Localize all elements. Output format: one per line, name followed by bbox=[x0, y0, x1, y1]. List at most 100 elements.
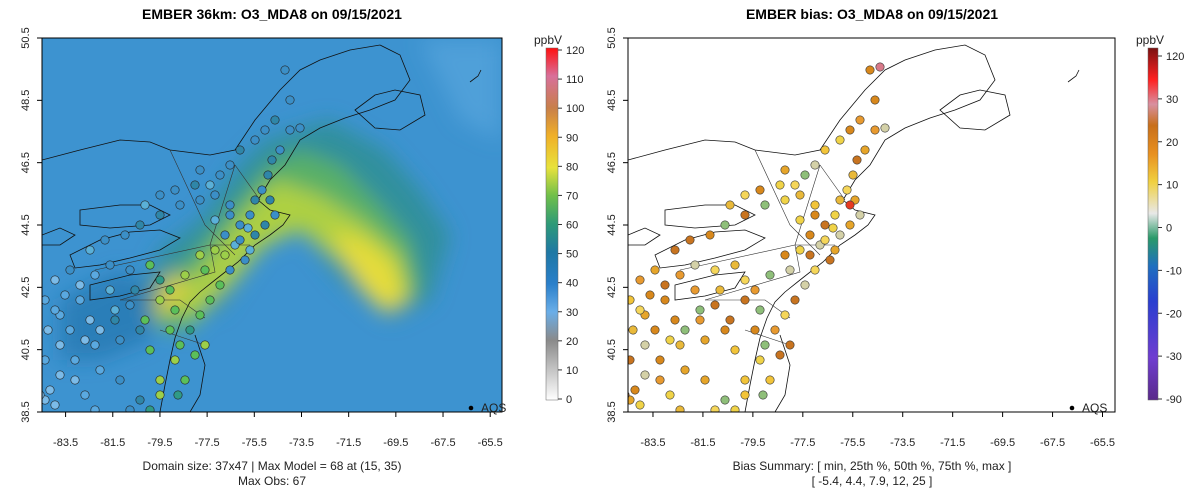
observation-point bbox=[170, 185, 180, 195]
y-tick-label: 42.5 bbox=[606, 277, 618, 298]
observation-point bbox=[243, 223, 253, 233]
x-tick-label: -83.5 bbox=[53, 437, 78, 449]
observation-point bbox=[130, 285, 140, 295]
bias-point bbox=[855, 115, 865, 125]
observation-point bbox=[235, 235, 245, 245]
bias-point bbox=[730, 405, 740, 412]
bias-point bbox=[760, 200, 770, 210]
left-y-axis: 38.5 40.5 42.5 44.5 46.5 48.5 50.5 bbox=[20, 27, 42, 423]
bias-point bbox=[628, 355, 635, 365]
bias-point bbox=[675, 340, 685, 350]
observation-point bbox=[65, 325, 75, 335]
observation-point bbox=[263, 170, 273, 180]
observation-point bbox=[285, 125, 295, 135]
bias-point bbox=[720, 220, 730, 230]
observation-point bbox=[85, 315, 95, 325]
observation-point bbox=[240, 255, 250, 265]
observation-point bbox=[50, 400, 60, 410]
observation-point bbox=[135, 220, 145, 230]
observation-point bbox=[145, 405, 155, 412]
bias-point bbox=[845, 125, 855, 135]
observation-point bbox=[275, 145, 285, 155]
observation-point bbox=[70, 355, 80, 365]
observation-point bbox=[60, 290, 70, 300]
observation-point bbox=[195, 195, 205, 205]
y-tick-label: 46.5 bbox=[20, 152, 32, 173]
bias-point bbox=[650, 265, 660, 275]
colorbar-tick-label: 110 bbox=[566, 74, 584, 86]
bias-point bbox=[758, 390, 768, 400]
y-tick-label: 50.5 bbox=[606, 27, 618, 48]
bias-point bbox=[655, 375, 665, 385]
bias-point bbox=[730, 345, 740, 355]
observation-point bbox=[285, 95, 295, 105]
observation-point bbox=[110, 305, 120, 315]
bias-point bbox=[755, 355, 765, 365]
observation-point bbox=[70, 375, 80, 385]
observation-point bbox=[120, 230, 130, 240]
left-colorbar: ppbV 0 10 20 30 40 50 60 70 80 90 100 110 120 bbox=[534, 33, 584, 406]
observation-point bbox=[210, 215, 220, 225]
right-colorbar-unit: ppbV bbox=[1136, 33, 1164, 47]
bias-point bbox=[640, 370, 650, 380]
bias-point bbox=[740, 275, 750, 285]
observation-point bbox=[225, 200, 235, 210]
bias-point bbox=[810, 160, 820, 170]
y-tick-label: 44.5 bbox=[20, 214, 32, 235]
bias-point bbox=[725, 315, 735, 325]
bias-point bbox=[715, 285, 725, 295]
bias-point bbox=[665, 390, 675, 400]
bias-point bbox=[720, 395, 730, 405]
observation-point bbox=[145, 260, 155, 270]
y-tick-label: 38.5 bbox=[606, 401, 618, 422]
bias-point bbox=[845, 220, 855, 230]
colorbar-tick-label: 0 bbox=[1166, 223, 1172, 235]
observation-point bbox=[155, 295, 165, 305]
observation-point bbox=[65, 265, 75, 275]
observation-point bbox=[200, 265, 210, 275]
left-colorbar-unit: ppbV bbox=[534, 33, 562, 47]
aqs-observations bbox=[42, 65, 305, 412]
bias-point bbox=[635, 275, 645, 285]
colorbar-tick-label: 0 bbox=[566, 394, 572, 406]
bias-point bbox=[700, 375, 710, 385]
bias-point bbox=[820, 220, 830, 230]
observation-point bbox=[95, 325, 105, 335]
bias-point bbox=[860, 145, 870, 155]
bias-point bbox=[855, 210, 865, 220]
bias-point bbox=[870, 125, 880, 135]
bias-point bbox=[775, 350, 785, 360]
x-tick-label: -65.5 bbox=[478, 437, 503, 449]
bias-point bbox=[700, 335, 710, 345]
bias-point bbox=[830, 210, 840, 220]
y-tick-label: 42.5 bbox=[20, 277, 32, 298]
bias-point bbox=[665, 335, 675, 345]
bias-point bbox=[848, 170, 858, 180]
right-coastlines bbox=[628, 44, 1080, 412]
colorbar-tick-label: -30 bbox=[1166, 351, 1182, 363]
bias-point bbox=[845, 200, 855, 210]
observation-point bbox=[135, 395, 145, 405]
colorbar-tick-label: 70 bbox=[566, 190, 578, 202]
bias-point bbox=[825, 255, 835, 265]
legend-marker bbox=[1069, 405, 1075, 411]
observation-point bbox=[190, 350, 200, 360]
colorbar-tick-label: 40 bbox=[566, 278, 578, 290]
bias-point bbox=[740, 390, 750, 400]
observation-point bbox=[210, 190, 220, 200]
observation-point bbox=[265, 195, 275, 205]
bias-point bbox=[805, 250, 815, 260]
bias-point bbox=[660, 280, 670, 290]
bias-point bbox=[628, 395, 635, 405]
colorbar-tick-label: 30 bbox=[566, 307, 578, 319]
bias-point bbox=[755, 185, 765, 195]
bias-point bbox=[800, 170, 810, 180]
colorbar-tick-label: -20 bbox=[1166, 308, 1182, 320]
bias-point bbox=[830, 245, 840, 255]
observation-point bbox=[140, 200, 150, 210]
bias-point bbox=[805, 230, 815, 240]
bias-point bbox=[660, 295, 670, 305]
observation-point bbox=[165, 285, 175, 295]
y-tick-label: 50.5 bbox=[20, 27, 32, 48]
x-tick-label: -73.5 bbox=[890, 437, 915, 449]
